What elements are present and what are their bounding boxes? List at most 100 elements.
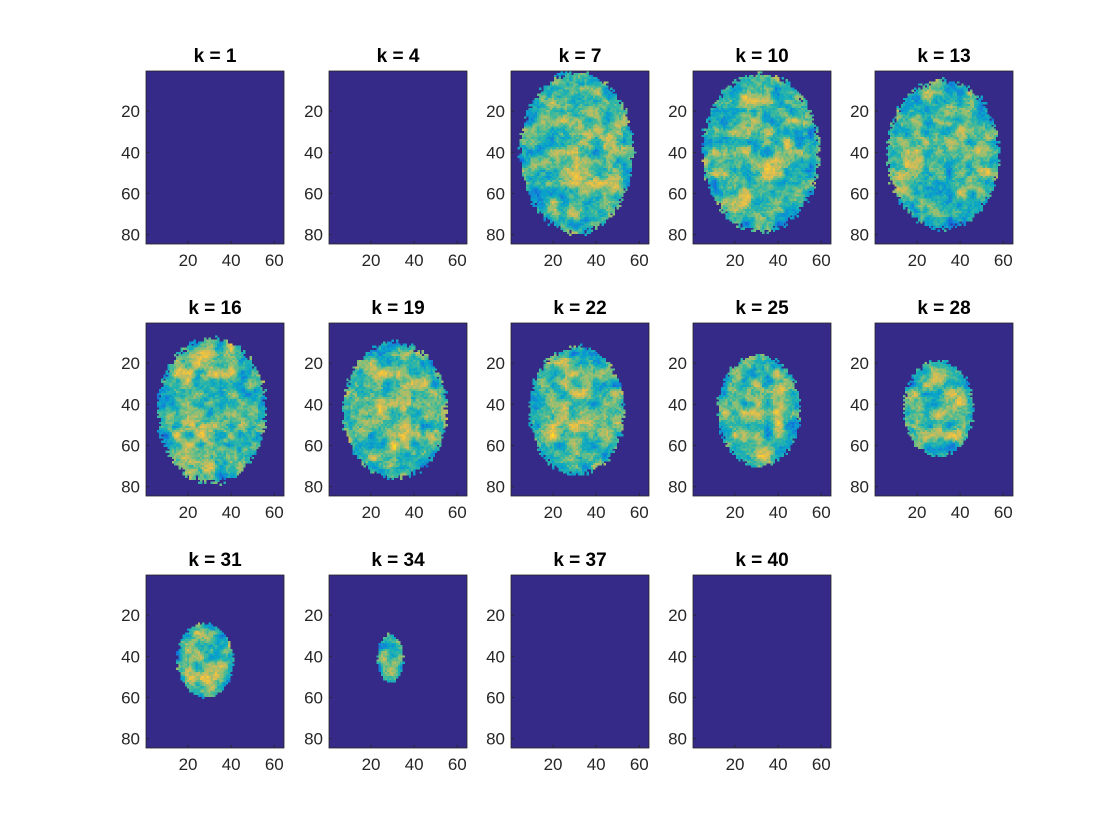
voxel — [539, 184, 541, 186]
voxel — [619, 186, 621, 188]
voxel — [550, 201, 552, 203]
voxel — [762, 131, 764, 133]
voxel — [563, 228, 565, 230]
voxel — [586, 135, 588, 137]
voxel — [556, 133, 558, 135]
voxel — [589, 83, 591, 85]
voxel — [589, 164, 591, 166]
voxel — [567, 225, 569, 227]
voxel — [546, 141, 548, 143]
voxel — [565, 92, 567, 94]
voxel — [595, 201, 597, 203]
voxel — [753, 118, 755, 120]
voxel — [582, 106, 584, 108]
voxel — [556, 98, 558, 100]
voxel — [749, 96, 751, 98]
voxel — [728, 90, 730, 92]
voxel — [725, 143, 727, 145]
voxel — [535, 166, 537, 168]
voxel — [799, 129, 801, 131]
voxel — [550, 186, 552, 188]
voxel — [751, 129, 753, 131]
voxel — [565, 174, 567, 176]
voxel — [524, 127, 526, 129]
voxel — [604, 155, 606, 157]
voxel — [606, 174, 608, 176]
voxel — [586, 184, 588, 186]
voxel — [582, 205, 584, 207]
voxel — [758, 122, 760, 124]
voxel — [602, 133, 604, 135]
voxel — [591, 176, 593, 178]
voxel — [758, 147, 760, 149]
voxel — [524, 155, 526, 157]
voxel — [619, 168, 621, 170]
voxel — [565, 143, 567, 145]
voxel — [567, 85, 569, 87]
voxel — [576, 217, 578, 219]
voxel — [771, 87, 773, 89]
voxel — [548, 145, 550, 147]
voxel — [599, 143, 601, 145]
voxel — [556, 195, 558, 197]
voxel — [788, 96, 790, 98]
voxel — [740, 147, 742, 149]
voxel — [574, 153, 576, 155]
voxel — [565, 199, 567, 201]
voxel — [816, 141, 818, 143]
voxel — [777, 87, 779, 89]
voxel — [548, 190, 550, 192]
voxel — [790, 118, 792, 120]
voxel — [818, 149, 820, 151]
voxel — [535, 139, 537, 141]
voxel — [734, 112, 736, 114]
voxel — [578, 162, 580, 164]
voxel — [732, 120, 734, 122]
voxel — [586, 85, 588, 87]
voxel — [807, 155, 809, 157]
voxel — [760, 125, 762, 127]
voxel — [543, 102, 545, 104]
voxel — [580, 176, 582, 178]
voxel — [732, 141, 734, 143]
voxel — [576, 215, 578, 217]
voxel — [522, 172, 524, 174]
voxel — [558, 178, 560, 180]
voxel — [535, 180, 537, 182]
voxel — [768, 143, 770, 145]
voxel — [576, 75, 578, 77]
voxel — [576, 155, 578, 157]
voxel — [781, 149, 783, 151]
voxel — [565, 129, 567, 131]
voxel — [567, 131, 569, 133]
voxel — [781, 87, 783, 89]
voxel — [805, 139, 807, 141]
voxel — [632, 133, 634, 135]
voxel — [710, 147, 712, 149]
voxel — [602, 122, 604, 124]
voxel — [554, 125, 556, 127]
voxel — [712, 131, 714, 133]
voxel — [561, 83, 563, 85]
voxel — [623, 129, 625, 131]
voxel — [537, 102, 539, 104]
voxel — [586, 81, 588, 83]
voxel — [623, 145, 625, 147]
voxel — [599, 120, 601, 122]
voxel — [602, 221, 604, 223]
voxel — [537, 133, 539, 135]
voxel — [554, 127, 556, 129]
voxel — [738, 147, 740, 149]
voxel — [734, 141, 736, 143]
voxel — [593, 205, 595, 207]
voxel — [589, 141, 591, 143]
voxel — [786, 143, 788, 145]
voxel — [745, 98, 747, 100]
voxel — [535, 129, 537, 131]
voxel — [766, 122, 768, 124]
y-tick-label: 40 — [486, 143, 505, 162]
voxel — [576, 127, 578, 129]
voxel — [528, 137, 530, 139]
voxel — [615, 139, 617, 141]
voxel — [563, 90, 565, 92]
